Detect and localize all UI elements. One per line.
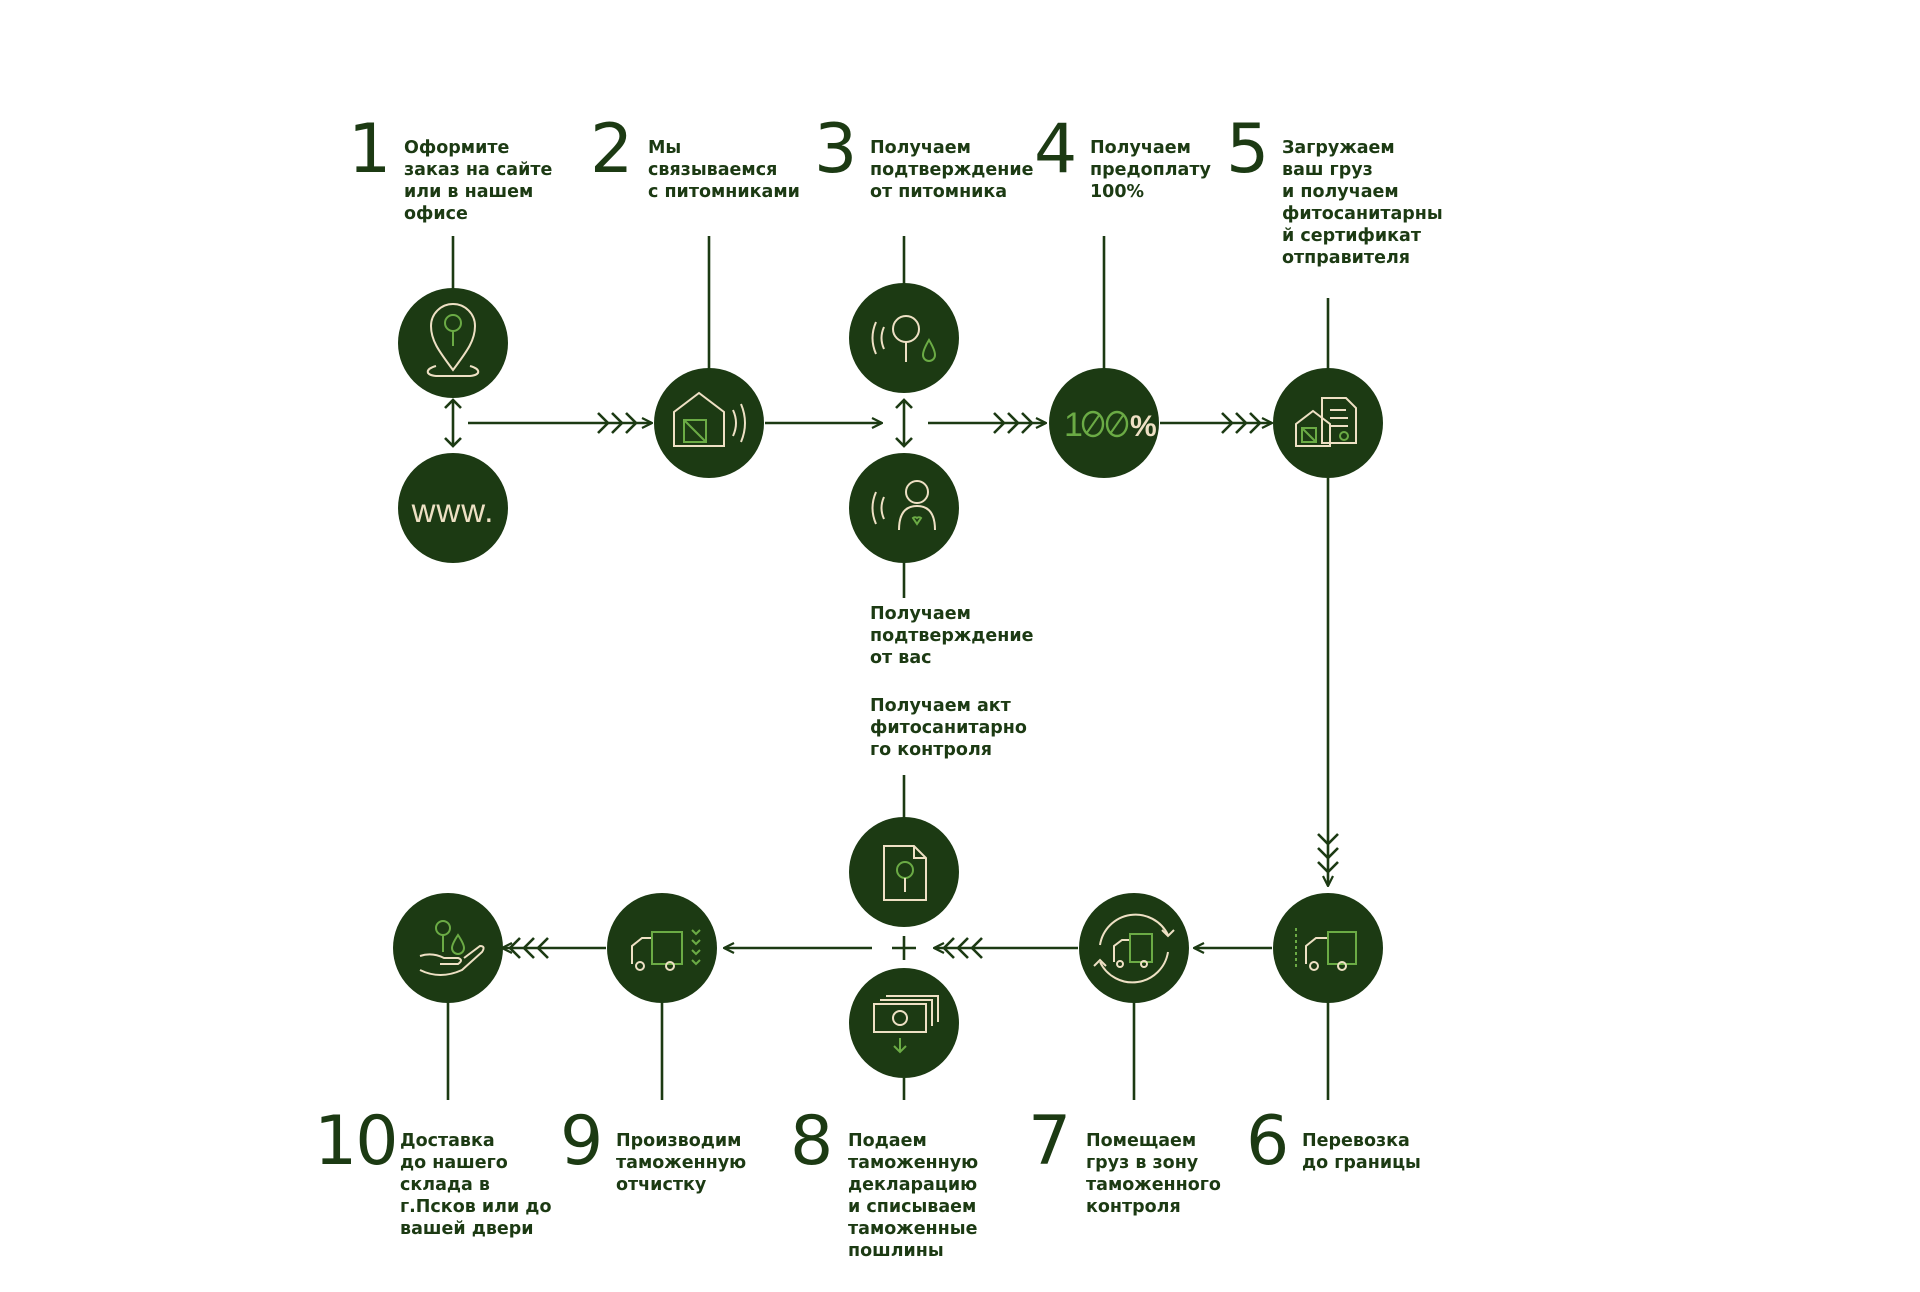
step-number: 6	[1246, 1102, 1289, 1181]
step-text: Получаем предоплату 100%	[1090, 138, 1211, 202]
svg-text:%: %	[1130, 410, 1157, 443]
circle-www	[398, 453, 508, 563]
circles	[393, 283, 1383, 1078]
warehouse-document-icon	[1295, 397, 1357, 447]
circle-hand	[393, 893, 503, 1003]
truck-clearance-icon	[631, 929, 701, 971]
circle-truck-clearance	[607, 893, 717, 1003]
circle-tree-signal	[849, 283, 959, 393]
connectors	[444, 236, 1339, 1100]
truck-icon	[1295, 928, 1357, 971]
truck-cycle-icon	[1093, 913, 1175, 984]
circle-truck-cycle	[1079, 893, 1189, 1003]
circle-greenhouse	[654, 368, 764, 478]
step-text: Подаем таможенную декларацию и списываем…	[848, 1131, 979, 1261]
step-number: 8	[790, 1102, 833, 1181]
circle-person-signal	[849, 453, 959, 563]
step-text: Перевозка до границы	[1302, 1131, 1421, 1173]
step-number: 9	[560, 1102, 603, 1181]
person-signal-icon	[871, 480, 936, 531]
note-phyto-act: Получаем акт фитосанитарно го контроля	[870, 696, 1027, 760]
chevrons-9-10	[508, 937, 549, 959]
money-icon	[873, 995, 939, 1054]
step-number: 1	[348, 110, 391, 189]
step-number: 4	[1034, 110, 1077, 189]
www-icon: www.	[411, 492, 495, 529]
step-text: Получаем подтверждение от питомника	[870, 138, 1034, 202]
tree-signal-icon	[871, 315, 937, 362]
document-tree-icon	[883, 845, 927, 901]
greenhouse-signal-icon	[673, 391, 746, 447]
step-number: 10	[314, 1102, 399, 1181]
step-text: Мы связываемся с питомниками	[648, 138, 800, 202]
location-pin-tree-icon	[426, 303, 480, 377]
step-text: Оформите заказ на сайте или в нашем офис…	[404, 138, 553, 224]
chevrons-4-5	[1221, 412, 1262, 434]
step-number: 2	[590, 110, 633, 189]
chevrons-7-8	[942, 937, 983, 959]
step-text: Доставка до нашего склада в г.Псков или …	[400, 1131, 552, 1239]
percent-100-icon: 1 %	[1064, 406, 1157, 444]
svg-text:1: 1	[1064, 406, 1083, 444]
step-text: Помещаем груз в зону таможенного контрол…	[1086, 1131, 1221, 1217]
note-confirmation-from-you: Получаем подтверждение от вас	[870, 604, 1034, 668]
step-number: 3	[814, 110, 857, 189]
step-text: Загружаем ваш груз и получаем фитосанита…	[1282, 138, 1443, 268]
chevrons-3-4	[993, 412, 1034, 434]
step-number: 5	[1226, 110, 1269, 189]
step-number: 7	[1028, 1102, 1071, 1181]
chevrons-1-2	[597, 412, 638, 434]
hand-plant-icon	[419, 920, 485, 976]
step-text: Производим таможенную отчистку	[616, 1131, 747, 1195]
chevrons-5-6	[1317, 833, 1339, 874]
circle-document	[849, 817, 959, 927]
